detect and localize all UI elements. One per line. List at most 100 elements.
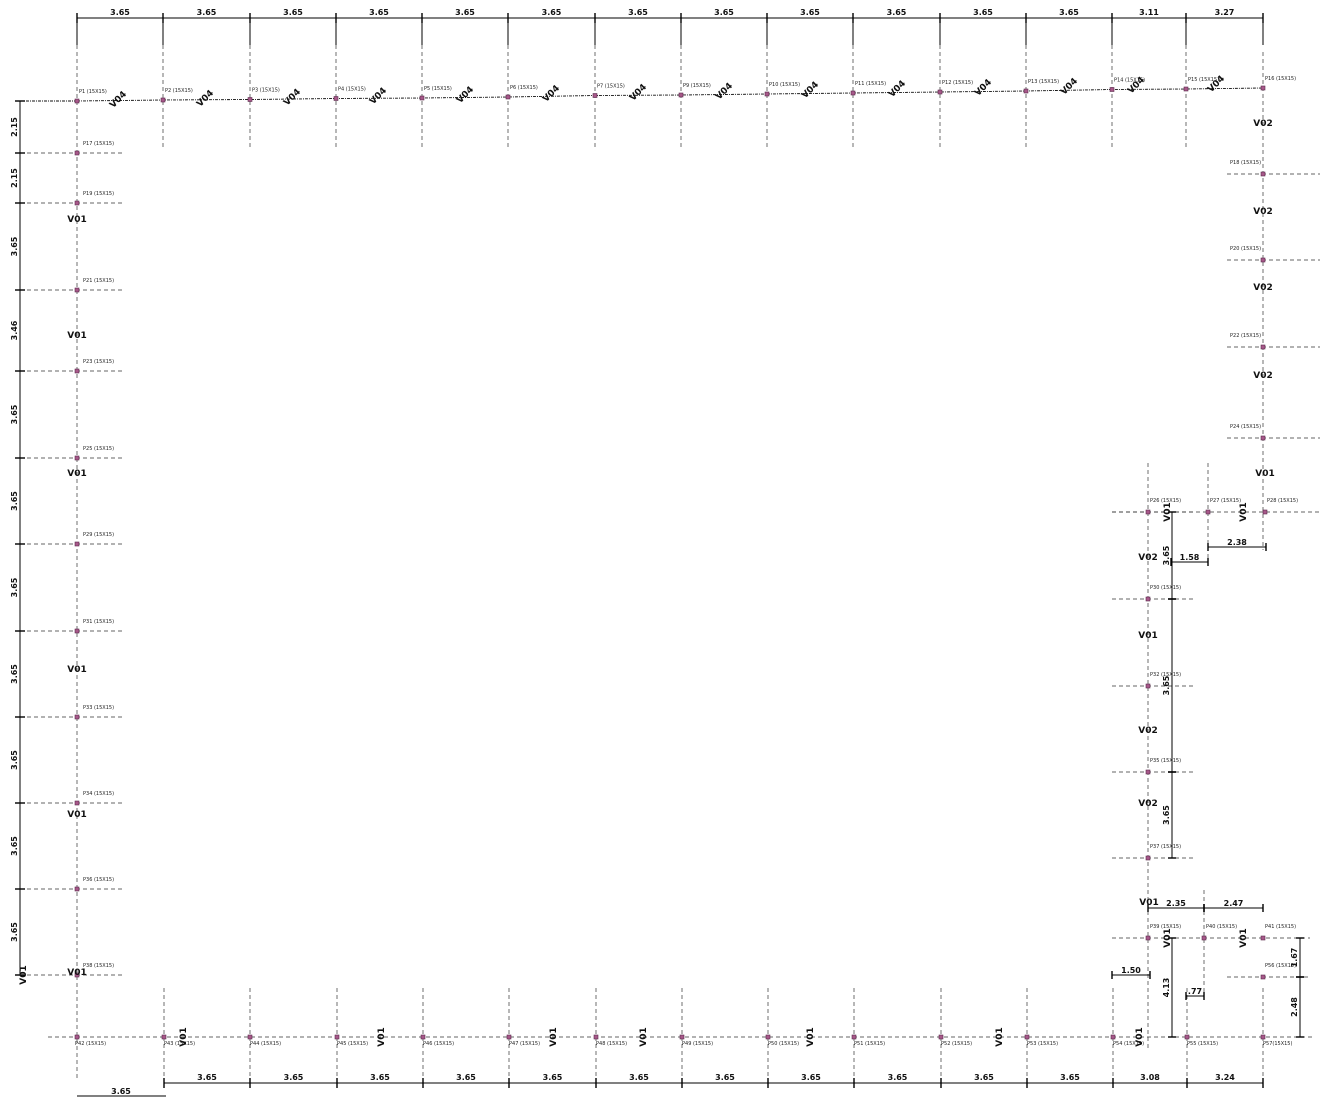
dim-label-top: 3.65 (369, 8, 389, 17)
dim-158-label: 1.58 (1180, 553, 1200, 562)
dim-label-left: 3.65 (10, 236, 19, 256)
column-p5 (419, 95, 425, 101)
dim-247-label: 2.47 (1224, 899, 1244, 908)
column-p45 (334, 1034, 340, 1040)
dim-label-top: 3.11 (1139, 8, 1159, 17)
column-label-p40: P40 (15X15) (1206, 924, 1237, 930)
dim-label-top: 3.65 (887, 8, 907, 17)
column-p44 (247, 1034, 253, 1040)
beam-marker-v01: V01 (806, 1027, 816, 1047)
column-p25 (74, 455, 80, 461)
beam-marker-v04: V04 (973, 78, 994, 99)
dim-label-left: 3.65 (10, 836, 19, 856)
column-label-p45: P45 (15X15) (337, 1041, 368, 1047)
column-p27 (1205, 509, 1211, 515)
dim-label-bottom-extra: 3.65 (111, 1087, 131, 1096)
column-p56 (1260, 974, 1266, 980)
dim-label-bottom: 3.65 (715, 1073, 735, 1082)
column-label-p26: P26 (15X15) (1150, 498, 1181, 504)
column-label-p4: P4 (15X15) (338, 87, 366, 93)
dim-365-c-label: 3.65 (1162, 805, 1171, 825)
column-label-p35: P35 (15X15) (1150, 758, 1181, 764)
column-label-p21: P21 (15X15) (83, 278, 114, 284)
column-label-p14: P14 (15X15) (1114, 78, 1145, 84)
column-label-p49: P49 (15X15) (682, 1041, 713, 1047)
beam-marker-v01: V01 (1255, 469, 1275, 479)
beam-marker-v01: V01 (67, 810, 87, 820)
column-label-p9: P9 (15X15) (683, 83, 711, 89)
dim-label-left: 3.65 (10, 577, 19, 597)
beam-marker-v01: V01 (639, 1027, 649, 1047)
beam-marker-v01: V01 (377, 1027, 387, 1047)
dim-label-left: 3.65 (10, 491, 19, 511)
column-p7 (592, 93, 598, 98)
column-label-p39: P39 (15X15) (1150, 924, 1181, 930)
column-p9 (678, 92, 684, 98)
column-label-p2: P2 (15X15) (165, 88, 193, 94)
column-p14 (1109, 87, 1115, 92)
column-p47 (506, 1034, 512, 1040)
beam-marker-v01: V01 (67, 331, 87, 341)
dim-label-top: 3.27 (1215, 8, 1235, 17)
column-label-p41: P41 (15X15) (1265, 924, 1296, 930)
column-p39 (1145, 935, 1151, 941)
beam-marker-v04: V04 (195, 88, 216, 109)
column-label-p42: P42 (15X15) (75, 1041, 106, 1047)
column-label-p50: P50 (15X15) (768, 1041, 799, 1047)
beam-marker-v02: V02 (1253, 371, 1273, 381)
column-p30 (1145, 596, 1151, 602)
beam-marker-v04: V04 (1059, 76, 1080, 97)
column-p51 (851, 1034, 857, 1040)
column-label-p15: P15 (15X15) (1188, 77, 1219, 83)
beam-marker-v02: V02 (1253, 207, 1273, 217)
column-label-p44: P44 (15X15) (250, 1041, 281, 1047)
column-label-p38: P38 (15X15) (83, 963, 114, 969)
column-label-p27: P27 (15X15) (1210, 498, 1241, 504)
column-label-p37: P37 (15X15) (1150, 844, 1181, 850)
column-p43 (161, 1034, 167, 1040)
dim-label-top: 3.65 (973, 8, 993, 17)
column-label-p25: P25 (15X15) (83, 446, 114, 452)
column-p17 (74, 150, 80, 156)
column-p57 (1260, 1034, 1266, 1040)
dim-label-left: 2.15 (10, 117, 19, 137)
column-label-p29: P29 (15X15) (83, 532, 114, 538)
column-p2 (160, 97, 166, 103)
column-p34 (74, 800, 80, 806)
dim-label-top: 3.65 (283, 8, 303, 17)
dim-label-bottom: 3.65 (974, 1073, 994, 1082)
dim-label-bottom: 3.65 (888, 1073, 908, 1082)
column-p13 (1023, 88, 1029, 94)
beam-markers: V04 V04 V04 V04 V04 V04 V04 V04 V04 V04 V04 V04 V04 V… (19, 74, 1275, 1047)
column-p36 (74, 886, 80, 892)
dim-248-label: 2.48 (1290, 997, 1299, 1017)
column-label-p16: P16 (15X15) (1265, 76, 1296, 82)
column-label-p17: P17 (15X15) (83, 141, 114, 147)
beam-marker-v01: V01 (1138, 631, 1158, 641)
column-p28 (1262, 509, 1268, 515)
column-label-p19: P19 (15X15) (83, 191, 114, 197)
column-label-p28: P28 (15X15) (1267, 498, 1298, 504)
dim-365-b-label: 3.65 (1162, 675, 1171, 695)
column-label-p56: P56 (15X15) (1265, 963, 1296, 969)
beam-marker-v01: V01 (1139, 898, 1159, 908)
beam-marker-v01: V01 (1135, 1027, 1145, 1047)
dim-150-label: 1.50 (1121, 966, 1141, 975)
column-label-p43: P43 (15X15) (164, 1041, 195, 1047)
beam-marker-v01: V01 (1239, 502, 1249, 522)
column-label-p24: P24 (15X15) (1230, 424, 1261, 430)
column-p29 (74, 541, 80, 547)
column-p15 (1183, 86, 1189, 92)
column-p26 (1145, 509, 1151, 515)
beam-marker-v04: V04 (282, 87, 303, 108)
grid-lines (20, 45, 1320, 1080)
beam-marker-v01: V01 (1239, 928, 1249, 948)
column-p40 (1201, 935, 1207, 941)
column-p48 (593, 1034, 599, 1040)
column-p4 (333, 96, 339, 101)
column-label-p6: P6 (15X15) (510, 85, 538, 91)
column-label-p30: P30 (15X15) (1150, 585, 1181, 591)
dim-077-label: .77 (1188, 987, 1202, 996)
column-p12 (937, 89, 943, 95)
